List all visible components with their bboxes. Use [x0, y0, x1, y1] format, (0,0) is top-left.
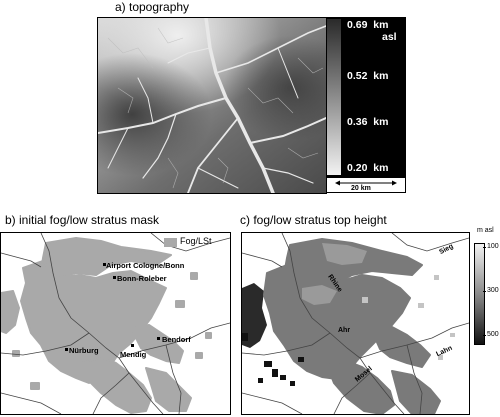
fog-legend-label: Fog/LSt [180, 236, 212, 246]
scalebar-label: 20 km [351, 185, 371, 192]
scalebar-arrow [335, 180, 397, 186]
height-tick-500: 500 [487, 331, 499, 338]
place-marker-mendig [131, 344, 134, 347]
place-label-bonn-roleber: Bonn-Roleber [117, 274, 167, 283]
colorbar-unit-asl: asl [382, 31, 397, 43]
height-colorbar-unit: m asl [477, 227, 494, 234]
elevation-colorbar: 0.69 km asl 0.52 km 0.36 km 0.20 km [326, 17, 406, 177]
colorbar-gradient [327, 19, 341, 175]
panel-b-title: b) initial fog/low stratus mask [5, 213, 160, 227]
topography-map [97, 17, 327, 194]
fog-mask-map [0, 232, 231, 415]
height-tick-mark-0 [483, 247, 486, 248]
panel-c-title: c) fog/low stratus top height [240, 213, 387, 227]
fog-top-height-map [241, 232, 470, 415]
river-label-ahr: Ahr [338, 327, 351, 334]
height-tick-mark-2 [483, 335, 486, 336]
colorbar-tick-1: 0.52 km [347, 70, 389, 82]
place-marker-bendorf [157, 337, 160, 340]
place-label-nurburg: Nürburg [69, 346, 99, 355]
fog-legend: Fog/LSt [164, 236, 218, 248]
height-colorbar [474, 243, 485, 345]
place-label-airport-cologne-bonn: Airport Cologne/Bonn [106, 261, 185, 270]
place-marker-bonn-roleber [113, 276, 116, 279]
place-marker-nurburg [65, 348, 68, 351]
height-tick-300: 300 [487, 287, 499, 294]
scalebar-box: 20 km [326, 177, 406, 193]
colorbar-tick-0: 0.69 km [347, 19, 389, 31]
height-tick-mark-1 [483, 291, 486, 292]
colorbar-tick-2: 0.36 km [347, 116, 389, 128]
height-tick-100: 100 [487, 243, 499, 250]
fog-legend-swatch [164, 238, 177, 247]
place-label-bendorf: Bendorf [162, 335, 191, 344]
place-label-mendig: Mendig [120, 350, 147, 359]
place-marker-airport [103, 263, 106, 266]
panel-a-title: a) topography [115, 0, 190, 14]
colorbar-tick-3: 0.20 km [347, 162, 389, 174]
